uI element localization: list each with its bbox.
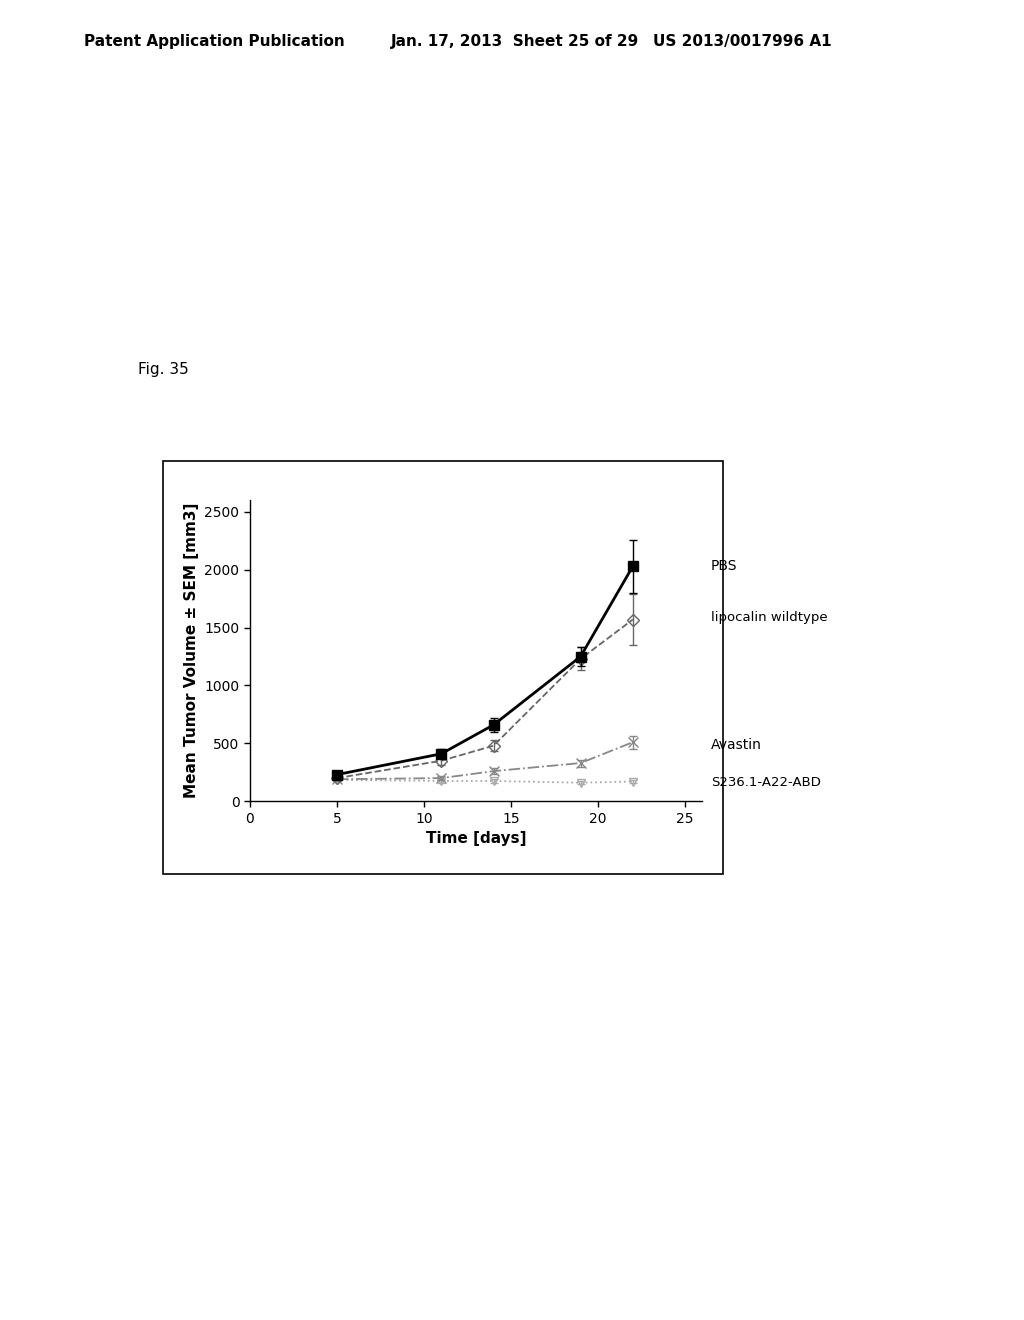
Text: PBS: PBS bbox=[711, 560, 737, 573]
Text: Fig. 35: Fig. 35 bbox=[138, 362, 189, 376]
Text: Avastin: Avastin bbox=[711, 738, 762, 751]
Text: lipocalin wildtype: lipocalin wildtype bbox=[711, 611, 827, 623]
Text: Jan. 17, 2013  Sheet 25 of 29: Jan. 17, 2013 Sheet 25 of 29 bbox=[391, 34, 639, 49]
Y-axis label: Mean Tumor Volume ± SEM [mm3]: Mean Tumor Volume ± SEM [mm3] bbox=[183, 503, 199, 799]
Text: Patent Application Publication: Patent Application Publication bbox=[84, 34, 345, 49]
Text: US 2013/0017996 A1: US 2013/0017996 A1 bbox=[653, 34, 831, 49]
Text: S236.1-A22-ABD: S236.1-A22-ABD bbox=[711, 776, 820, 788]
X-axis label: Time [days]: Time [days] bbox=[426, 832, 526, 846]
